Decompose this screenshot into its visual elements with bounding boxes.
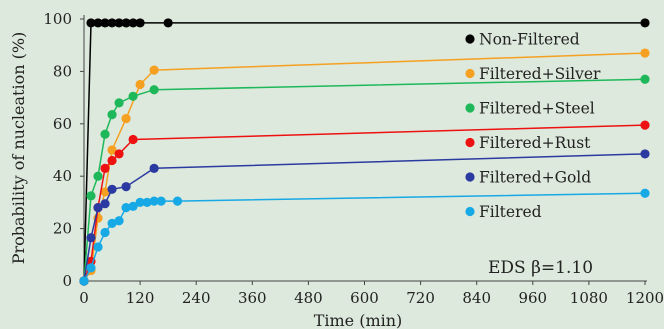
data-point bbox=[172, 196, 183, 206]
data-point bbox=[107, 145, 117, 155]
data-point bbox=[128, 18, 138, 28]
data-point bbox=[79, 276, 89, 286]
legend-item: Filtered+Steel bbox=[465, 100, 595, 118]
data-point bbox=[93, 171, 103, 181]
data-point bbox=[107, 110, 117, 120]
data-point bbox=[100, 163, 110, 173]
data-point bbox=[86, 191, 96, 201]
x-tick-label: 240 bbox=[182, 289, 211, 307]
series-line bbox=[83, 52, 646, 282]
data-point bbox=[100, 129, 110, 139]
legend-marker bbox=[465, 34, 475, 44]
legend-item: Filtered+Rust bbox=[465, 134, 591, 152]
legend-marker bbox=[465, 103, 475, 113]
y-tick-label: 0 bbox=[62, 272, 72, 290]
data-point bbox=[149, 163, 159, 173]
legend-label: Filtered+Gold bbox=[479, 169, 591, 187]
data-point bbox=[107, 18, 117, 28]
data-point bbox=[86, 263, 96, 273]
legend-marker bbox=[465, 137, 475, 148]
data-point bbox=[114, 98, 124, 108]
data-point bbox=[121, 182, 131, 192]
legend-marker bbox=[465, 68, 475, 79]
legend-item: Filtered bbox=[465, 203, 542, 221]
legend: Non-Filtered Filtered+Silver Filtered+Stee… bbox=[465, 31, 601, 221]
data-point bbox=[128, 91, 138, 101]
x-tick-label: 0 bbox=[79, 289, 89, 307]
x-tick-label: 480 bbox=[294, 289, 323, 307]
data-point bbox=[100, 18, 110, 28]
series-filtered bbox=[79, 188, 650, 286]
legend-item: Filtered+Silver bbox=[465, 65, 601, 83]
data-point bbox=[640, 188, 650, 198]
y-tick-label: 80 bbox=[53, 62, 72, 80]
y-tick-label: 40 bbox=[53, 167, 72, 185]
data-point bbox=[135, 18, 145, 28]
data-point bbox=[149, 65, 159, 75]
series-filtered-steel bbox=[79, 74, 650, 286]
data-point bbox=[107, 155, 117, 166]
data-point bbox=[149, 196, 159, 206]
legend-marker bbox=[465, 172, 475, 182]
data-point bbox=[135, 197, 145, 207]
data-point bbox=[142, 197, 152, 207]
data-point bbox=[121, 18, 131, 28]
data-point bbox=[128, 201, 138, 211]
legend-label: Filtered+Silver bbox=[479, 65, 601, 83]
y-tick-label: 60 bbox=[53, 115, 72, 133]
data-point bbox=[86, 18, 96, 28]
legend-label: Filtered+Steel bbox=[479, 100, 595, 118]
data-point bbox=[156, 196, 166, 206]
data-point bbox=[121, 203, 131, 213]
x-tick-label: 360 bbox=[238, 289, 267, 307]
data-point bbox=[149, 85, 159, 95]
data-point bbox=[640, 18, 650, 28]
series-filtered-silver bbox=[79, 48, 650, 286]
data-point bbox=[163, 18, 173, 28]
y-axis-title: Probability of nucleation (%) bbox=[9, 32, 28, 265]
legend-marker bbox=[465, 206, 475, 217]
x-tick-label: 120 bbox=[126, 289, 155, 307]
x-tick-label: 1200 bbox=[626, 289, 664, 307]
annotation-eds-beta: EDS β=1.10 bbox=[488, 258, 593, 278]
legend-label: Non-Filtered bbox=[479, 31, 580, 49]
data-point bbox=[86, 233, 96, 243]
data-point bbox=[100, 187, 110, 197]
x-tick-label: 720 bbox=[406, 289, 435, 307]
legend-label: Filtered+Rust bbox=[479, 134, 591, 152]
y-tick-label: 100 bbox=[43, 10, 72, 28]
data-point bbox=[114, 216, 124, 226]
data-point bbox=[93, 242, 103, 252]
x-tick-label: 600 bbox=[350, 289, 379, 307]
data-point bbox=[100, 227, 110, 238]
axes: 0 120 240 360 480 600 720 840 960 1080 1200 0 20 40 60… bbox=[43, 10, 664, 307]
data-point bbox=[93, 203, 103, 213]
data-point bbox=[128, 134, 138, 145]
series-line bbox=[83, 153, 646, 282]
data-point bbox=[640, 149, 650, 159]
data-point bbox=[114, 18, 124, 28]
data-point bbox=[121, 113, 131, 124]
legend-item: Filtered+Gold bbox=[465, 169, 591, 187]
data-point bbox=[114, 149, 124, 159]
x-tick-label: 960 bbox=[518, 289, 547, 307]
data-point bbox=[93, 18, 103, 28]
data-point bbox=[640, 120, 650, 130]
legend-item: Non-Filtered bbox=[465, 31, 580, 49]
data-point bbox=[135, 79, 145, 90]
data-point bbox=[640, 48, 650, 58]
data-point bbox=[640, 74, 650, 84]
y-tick-label: 20 bbox=[53, 220, 72, 238]
x-tick-label: 1080 bbox=[570, 289, 608, 307]
x-tick-label: 840 bbox=[462, 289, 491, 307]
data-point bbox=[100, 199, 110, 209]
x-axis-title: Time (min) bbox=[314, 311, 403, 329]
data-point bbox=[107, 184, 117, 194]
legend-label: Filtered bbox=[479, 203, 542, 221]
series-layer bbox=[79, 18, 650, 286]
data-point bbox=[107, 218, 117, 228]
